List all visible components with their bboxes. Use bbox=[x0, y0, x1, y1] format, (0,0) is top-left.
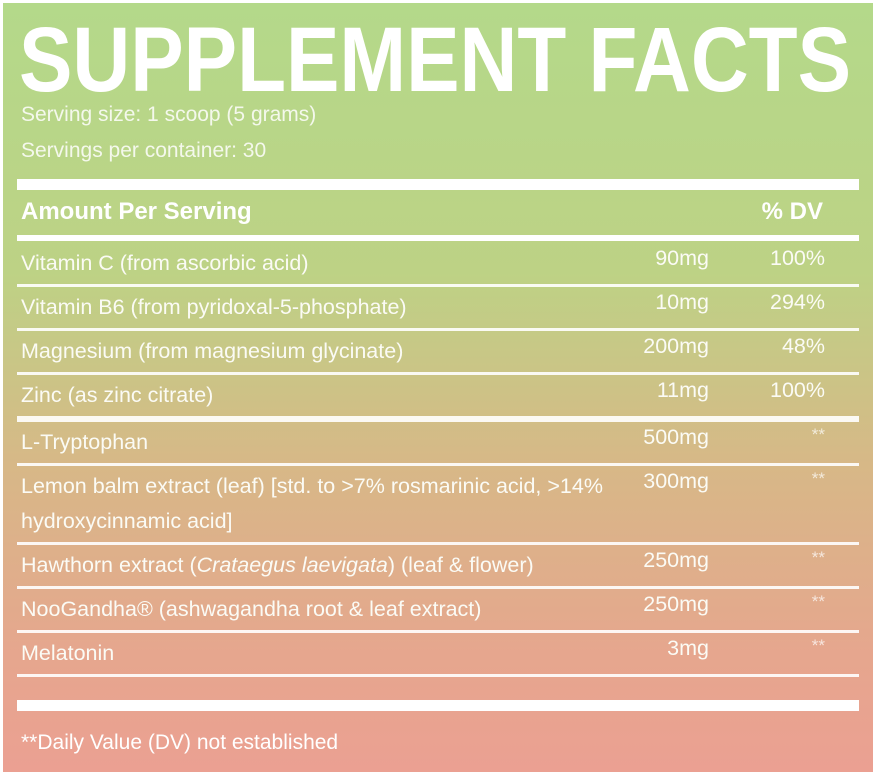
amount: 250mg bbox=[643, 592, 709, 616]
table-rows: Vitamin C (from ascorbic acid) 90mg 100% Vi… bbox=[17, 243, 859, 677]
title-box: SUPPLEMENT FACTS bbox=[19, 9, 851, 105]
table-row: NooGandha® (ashwagandha root & leaf extr… bbox=[17, 581, 859, 633]
daily-value: 100% bbox=[770, 378, 825, 402]
ingredient-name: Lemon balm extract (leaf) [std. to >7% r… bbox=[21, 474, 603, 533]
name-part: Crataegus laevigata bbox=[196, 553, 388, 577]
name-part: ) (leaf & flower) bbox=[387, 553, 534, 577]
ingredient-name: Melatonin bbox=[21, 641, 115, 665]
column-header: % DV bbox=[761, 198, 823, 225]
rule bbox=[17, 235, 859, 241]
daily-value: 294% bbox=[770, 290, 825, 314]
daily-value: ** bbox=[811, 469, 825, 488]
footnote: **Daily Value (DV) not established bbox=[21, 731, 339, 754]
daily-value: ** bbox=[811, 592, 825, 611]
daily-value: 100% bbox=[770, 246, 825, 270]
servings-per-container: Servings per container: 30 bbox=[21, 139, 267, 162]
table-row: Magnesium (from magnesium glycinate) 200m… bbox=[17, 323, 859, 375]
daily-value: 48% bbox=[781, 334, 825, 358]
table-header: Amount Per Serving % DV bbox=[21, 196, 823, 232]
amount: 300mg bbox=[643, 469, 709, 493]
table-row: Lemon balm extract (leaf) [std. to >7% r… bbox=[17, 458, 859, 545]
amount: 250mg bbox=[643, 548, 709, 572]
ingredient-name: Hawthorn extract (Crataegus laevigata) (… bbox=[17, 537, 607, 594]
amount: 500mg bbox=[643, 425, 709, 449]
ingredient-name: Zinc (as zinc citrate) bbox=[21, 383, 214, 407]
table-row: L-Tryptophan 500mg ** bbox=[17, 414, 859, 466]
thick-rule bbox=[17, 179, 859, 190]
serving-size: Serving size: 1 scoop (5 grams) bbox=[21, 103, 317, 126]
amount: 3mg bbox=[667, 636, 709, 660]
name-part: Hawthorn extract ( bbox=[21, 553, 197, 577]
ingredient-name: Vitamin B6 (from pyridoxal-5-phosphate) bbox=[21, 295, 407, 319]
daily-value: ** bbox=[811, 425, 825, 444]
ingredient-name: NooGandha® (ashwagandha root & leaf extr… bbox=[21, 597, 482, 621]
table-row: Hawthorn extract (Crataegus laevigata) (… bbox=[17, 537, 859, 589]
title: SUPPLEMENT FACTS bbox=[19, 9, 851, 105]
table-row: Vitamin C (from ascorbic acid) 90mg 100% bbox=[17, 235, 859, 287]
table-row: Zinc (as zinc citrate) 11mg 100% bbox=[17, 367, 859, 422]
amount: 90mg bbox=[655, 246, 709, 270]
thick-rule bbox=[17, 700, 859, 711]
amount: 10mg bbox=[655, 290, 709, 314]
ingredient-name: Vitamin C (from ascorbic acid) bbox=[21, 251, 309, 275]
ingredient-name: Magnesium (from magnesium glycinate) bbox=[21, 339, 404, 363]
daily-value: ** bbox=[811, 636, 825, 655]
amount: 11mg bbox=[656, 378, 709, 402]
table-row: Melatonin 3mg ** bbox=[17, 625, 859, 677]
ingredient-name: L-Tryptophan bbox=[21, 430, 149, 454]
amount: 200mg bbox=[643, 334, 709, 358]
column-header: Amount Per Serving bbox=[21, 198, 252, 225]
table-row: Vitamin B6 (from pyridoxal-5-phosphate) 1… bbox=[17, 279, 859, 331]
daily-value: ** bbox=[811, 548, 825, 567]
